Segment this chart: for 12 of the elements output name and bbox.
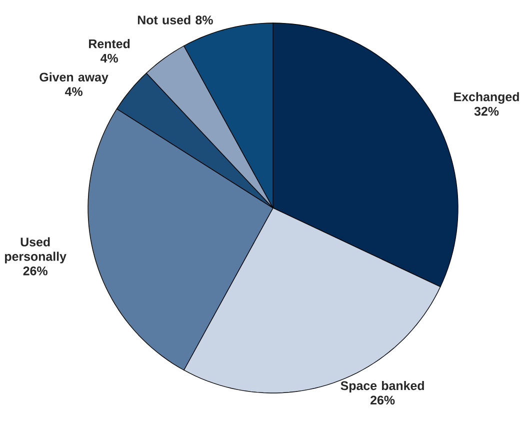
- data-label: 4%: [65, 87, 82, 96]
- slice-label: Not used: [138, 15, 190, 24]
- data-label: 8%: [196, 16, 213, 24]
- slice-label: Used personally: [5, 237, 66, 264]
- data-label: 4%: [100, 54, 118, 63]
- slice-label: Rented: [89, 39, 130, 48]
- slice-label: Exchanged: [454, 92, 519, 104]
- slice-label: Space banked: [340, 380, 424, 393]
- data-label: 26%: [23, 266, 48, 276]
- data-label: 26%: [370, 396, 395, 405]
- data-label: 32%: [474, 106, 499, 116]
- slice-label: Given away: [40, 72, 108, 84]
